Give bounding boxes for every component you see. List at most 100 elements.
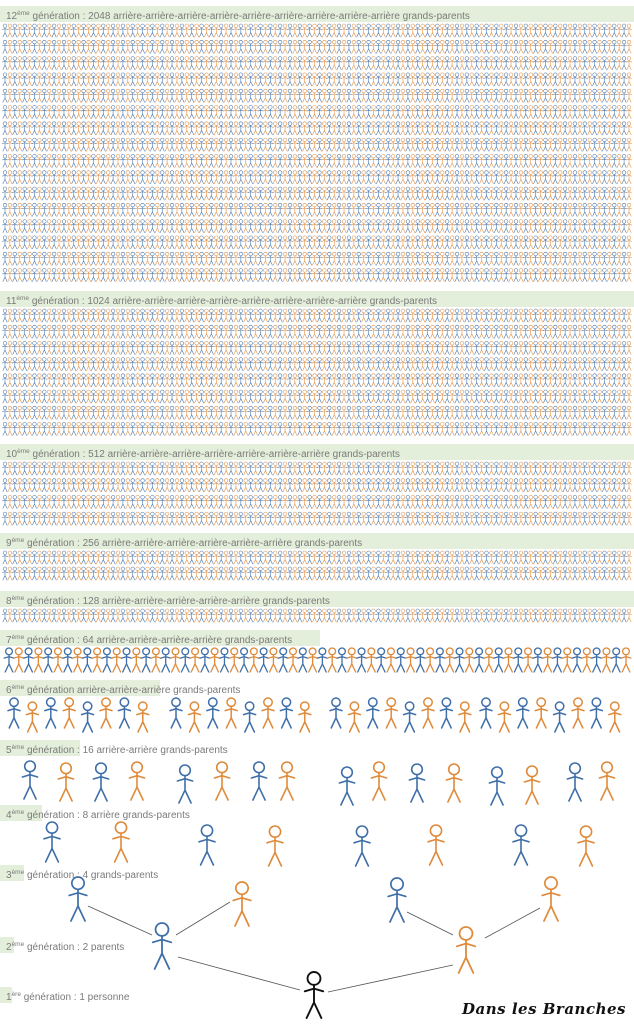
- ancestor-figure: [228, 23, 234, 38]
- ancestor-figure: [75, 422, 82, 436]
- generation-band: [0, 591, 634, 607]
- ancestor-figure: [296, 495, 303, 509]
- ancestor-figure: [311, 137, 318, 152]
- ancestor-figure: [36, 203, 43, 217]
- ancestor-figure: [468, 170, 475, 184]
- ancestor-figure: [80, 186, 87, 201]
- ancestor-figure: [400, 495, 406, 509]
- ancestor-figure: [95, 23, 102, 38]
- ancestor-figure: [419, 251, 426, 266]
- ancestor-figure: [513, 23, 519, 38]
- ancestor-figure: [11, 88, 18, 103]
- ancestor-figure: [508, 511, 514, 526]
- ancestor-figure: [518, 268, 524, 282]
- ancestor-figure: [65, 389, 72, 404]
- ancestor-figure: [488, 341, 495, 355]
- ancestor-figure: [51, 373, 58, 388]
- ancestor-figure: [115, 405, 121, 420]
- ancestor-figure: [70, 341, 77, 355]
- ancestor-figure: [213, 251, 220, 266]
- ancestor-figure: [405, 105, 411, 119]
- ancestor-figure: [326, 461, 333, 476]
- ancestor-figure: [493, 23, 500, 38]
- ancestor-figure: [65, 511, 72, 526]
- ancestor-figure: [115, 461, 121, 476]
- ancestor-figure: [213, 389, 220, 404]
- ancestor-figure: [341, 203, 347, 217]
- ancestor-figure: [233, 608, 239, 623]
- ancestor-figure: [203, 105, 210, 119]
- ancestor-figure: [208, 422, 215, 436]
- ancestor-figure: [576, 235, 583, 250]
- ancestor-figure: [2, 219, 8, 233]
- ancestor-figure: [483, 324, 490, 339]
- ancestor-figure: [247, 405, 254, 420]
- ancestor-figure: [518, 23, 524, 38]
- ancestor-figure: [395, 186, 401, 201]
- ancestor-figure: [513, 203, 519, 217]
- ancestor-figure: [174, 235, 180, 250]
- ancestor-figure: [115, 389, 121, 404]
- ancestor-figure: [51, 461, 58, 476]
- ancestor-figure: [11, 495, 18, 509]
- ancestor-figure: [547, 422, 554, 436]
- ancestor-figure: [439, 235, 446, 250]
- ancestor-figure: [390, 186, 397, 201]
- ancestor-figure: [557, 170, 564, 184]
- ancestor-figure: [228, 154, 234, 168]
- ancestor-figure: [414, 550, 421, 565]
- ancestor-figure: [459, 72, 465, 87]
- ancestor-figure: [616, 203, 623, 217]
- generation-number: 5: [6, 745, 12, 756]
- ancestor-figure: [193, 203, 200, 217]
- ancestor-figure: [311, 341, 318, 355]
- generation-text: génération : 1 personne: [20, 992, 130, 1003]
- ancestor-figure: [326, 72, 333, 87]
- ancestor-figure: [252, 308, 259, 323]
- ancestor-figure: [183, 478, 190, 492]
- ancestor-figure: [586, 121, 593, 136]
- ancestor-figure: [429, 235, 436, 250]
- ancestor-figure: [247, 105, 254, 119]
- ancestor-figure: [311, 23, 318, 38]
- ancestor-figure: [208, 203, 215, 217]
- ancestor-figure: [257, 186, 264, 201]
- ancestor-figure: [233, 478, 239, 492]
- ancestor-figure: [105, 268, 112, 282]
- ancestor-figure: [355, 566, 362, 581]
- ancestor-figure: [444, 324, 451, 339]
- ancestor-figure: [596, 341, 603, 355]
- ancestor-figure: [596, 203, 603, 217]
- generation-number: 7: [6, 635, 12, 646]
- ancestor-figure: [7, 40, 13, 54]
- ancestor-figure: [380, 478, 387, 492]
- ancestor-figure: [380, 405, 387, 420]
- ancestor-figure: [56, 461, 62, 476]
- ancestor-figure: [223, 219, 229, 233]
- ancestor-figure: [56, 389, 62, 404]
- ancestor-figure: [11, 268, 18, 282]
- ancestor-figure: [95, 373, 102, 388]
- ancestor-figure: [552, 422, 559, 436]
- ancestor-figure: [405, 647, 416, 673]
- ancestor-figure: [429, 88, 436, 103]
- ancestor-figure: [41, 235, 48, 250]
- ancestor-figure: [154, 341, 161, 355]
- ancestor-figure: [459, 121, 465, 136]
- ancestor-figure: [296, 88, 303, 103]
- ancestor-figure: [586, 105, 593, 119]
- ancestor-figure: [468, 186, 475, 201]
- ancestor-figure: [85, 219, 92, 233]
- ancestor-figure: [144, 137, 151, 152]
- ancestor-figure: [542, 308, 549, 323]
- generation-label: 12ème génération : 2048 arrière-arrière-…: [6, 7, 470, 24]
- ancestor-figure: [626, 357, 632, 371]
- ancestor-figure: [296, 461, 303, 476]
- ancestor-figure: [262, 405, 269, 420]
- ancestor-figure: [321, 608, 328, 623]
- ancestor-figure: [473, 40, 480, 54]
- ancestor-figure: [203, 422, 210, 436]
- ancestor-figure: [606, 23, 613, 38]
- ancestor-figure: [228, 56, 234, 70]
- ancestor-figure: [16, 186, 23, 201]
